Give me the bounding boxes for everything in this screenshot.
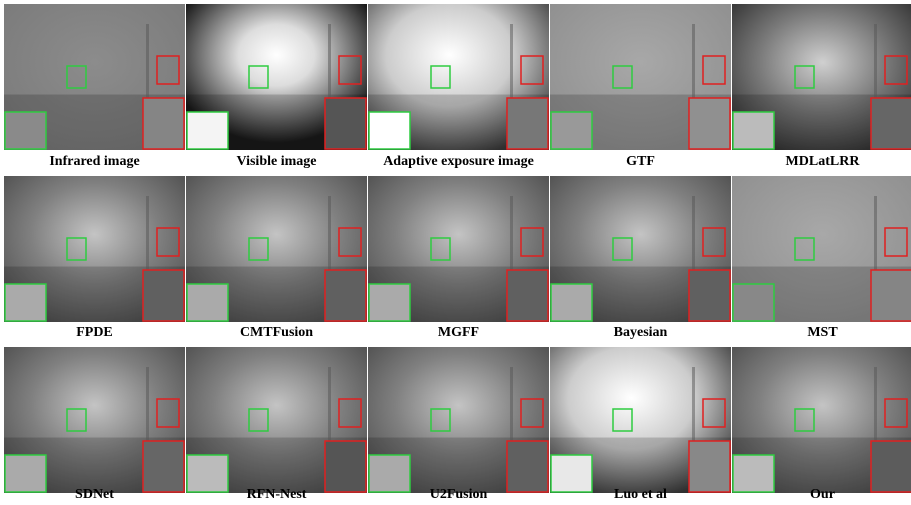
panel: Bayesian bbox=[550, 176, 731, 340]
green-inset bbox=[5, 112, 46, 149]
panel: FPDE bbox=[4, 176, 185, 340]
panel: CMTFusion bbox=[186, 176, 367, 340]
page: Infrared image Visible image Adaptive expo… bbox=[0, 0, 911, 505]
green-inset bbox=[733, 112, 774, 149]
panel: SDNet bbox=[4, 347, 185, 502]
panel: Visible image bbox=[186, 4, 367, 169]
green-inset bbox=[187, 112, 228, 149]
caption: RFN-Nest bbox=[247, 487, 307, 502]
panel: U2Fusion bbox=[368, 347, 549, 502]
red-inset bbox=[325, 441, 366, 492]
green-inset bbox=[5, 284, 46, 321]
panel: Luo et al bbox=[550, 347, 731, 502]
panel: MST bbox=[732, 176, 911, 340]
red-inset bbox=[143, 98, 184, 149]
panel: MGFF bbox=[368, 176, 549, 340]
caption: FPDE bbox=[76, 325, 113, 340]
caption: Adaptive exposure image bbox=[383, 154, 534, 169]
red-inset bbox=[871, 270, 911, 321]
green-inset bbox=[369, 455, 410, 492]
panel: Adaptive exposure image bbox=[368, 4, 549, 169]
red-inset bbox=[507, 98, 548, 149]
red-inset bbox=[507, 270, 548, 321]
red-inset bbox=[871, 441, 911, 492]
green-inset bbox=[5, 455, 46, 492]
caption: CMTFusion bbox=[240, 325, 313, 340]
green-inset bbox=[551, 112, 592, 149]
panel: Infrared image bbox=[4, 4, 185, 169]
red-inset bbox=[143, 270, 184, 321]
green-inset bbox=[733, 284, 774, 321]
caption: MST bbox=[807, 325, 838, 340]
panel: MDLatLRR bbox=[732, 4, 911, 169]
red-inset bbox=[325, 98, 366, 149]
caption: Luo et al bbox=[614, 487, 667, 502]
green-inset bbox=[733, 455, 774, 492]
caption: MDLatLRR bbox=[786, 154, 861, 169]
caption: Bayesian bbox=[614, 325, 668, 340]
green-inset bbox=[369, 284, 410, 321]
caption: GTF bbox=[626, 154, 655, 169]
red-inset bbox=[871, 98, 911, 149]
red-inset bbox=[507, 441, 548, 492]
panel: GTF bbox=[550, 4, 731, 169]
red-inset bbox=[689, 270, 730, 321]
green-inset bbox=[551, 284, 592, 321]
red-inset bbox=[143, 441, 184, 492]
green-inset bbox=[187, 284, 228, 321]
panel: RFN-Nest bbox=[186, 347, 367, 502]
caption: SDNet bbox=[75, 487, 114, 502]
figure: Infrared image Visible image Adaptive expo… bbox=[0, 0, 911, 505]
red-inset bbox=[325, 270, 366, 321]
green-inset bbox=[369, 112, 410, 149]
caption: MGFF bbox=[438, 325, 479, 340]
caption: Infrared image bbox=[49, 154, 139, 169]
red-inset bbox=[689, 441, 730, 492]
panel: Our bbox=[732, 347, 911, 502]
red-inset bbox=[689, 98, 730, 149]
caption: Visible image bbox=[237, 154, 317, 169]
green-inset bbox=[187, 455, 228, 492]
caption: U2Fusion bbox=[430, 487, 488, 502]
caption: Our bbox=[810, 487, 835, 502]
green-inset bbox=[551, 455, 592, 492]
